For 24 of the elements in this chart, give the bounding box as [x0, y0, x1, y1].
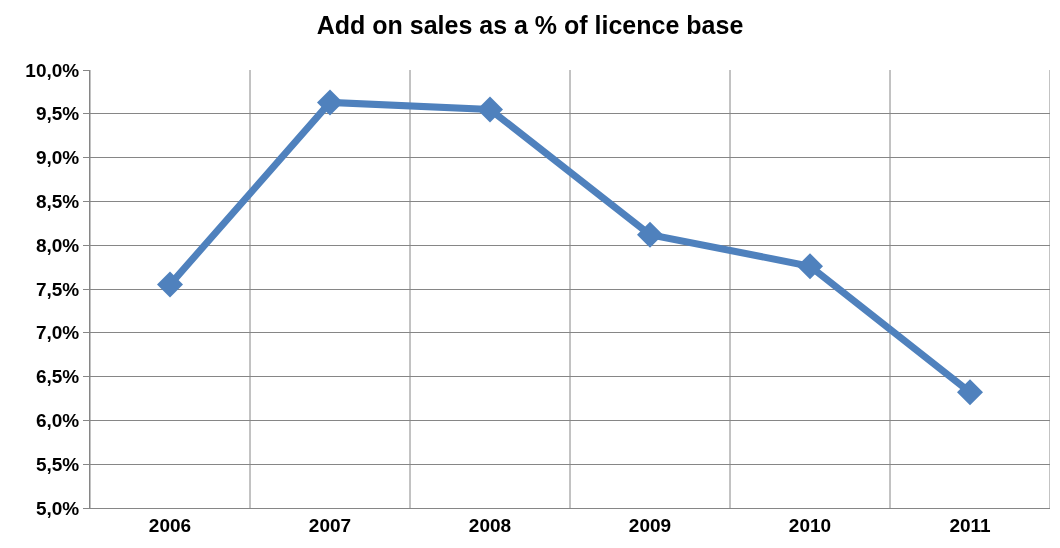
y-tick-label: 6,5% — [35, 366, 80, 388]
y-tick-label: 5,5% — [35, 453, 80, 475]
point — [317, 89, 343, 116]
point — [637, 221, 663, 248]
x-tick-label: 2010 — [788, 514, 832, 536]
y-tick-label: 7,0% — [35, 322, 80, 344]
chart-title: Add on sales as a % of licence base — [316, 10, 744, 39]
point — [477, 96, 503, 123]
y-tick-label: 5,0% — [35, 497, 80, 519]
point — [797, 253, 823, 280]
y-tick-label: 8,5% — [35, 191, 80, 213]
x-tick-label: 2008 — [468, 514, 512, 536]
y-tick-label: 9,5% — [35, 103, 80, 125]
y-tick-label: 9,0% — [35, 147, 80, 169]
x-tick-label: 2006 — [148, 514, 192, 536]
y-tick-label: 8,0% — [35, 234, 80, 256]
x-tick-label: 2011 — [949, 514, 992, 536]
y-tick-label: 10,0% — [25, 59, 80, 81]
y-tick-label: 6,0% — [35, 410, 80, 432]
x-tick-label: 2009 — [628, 514, 672, 536]
point — [957, 379, 983, 406]
x-tick-label: 2007 — [308, 514, 352, 536]
point — [157, 271, 183, 298]
y-tick-label: 7,5% — [35, 278, 80, 300]
